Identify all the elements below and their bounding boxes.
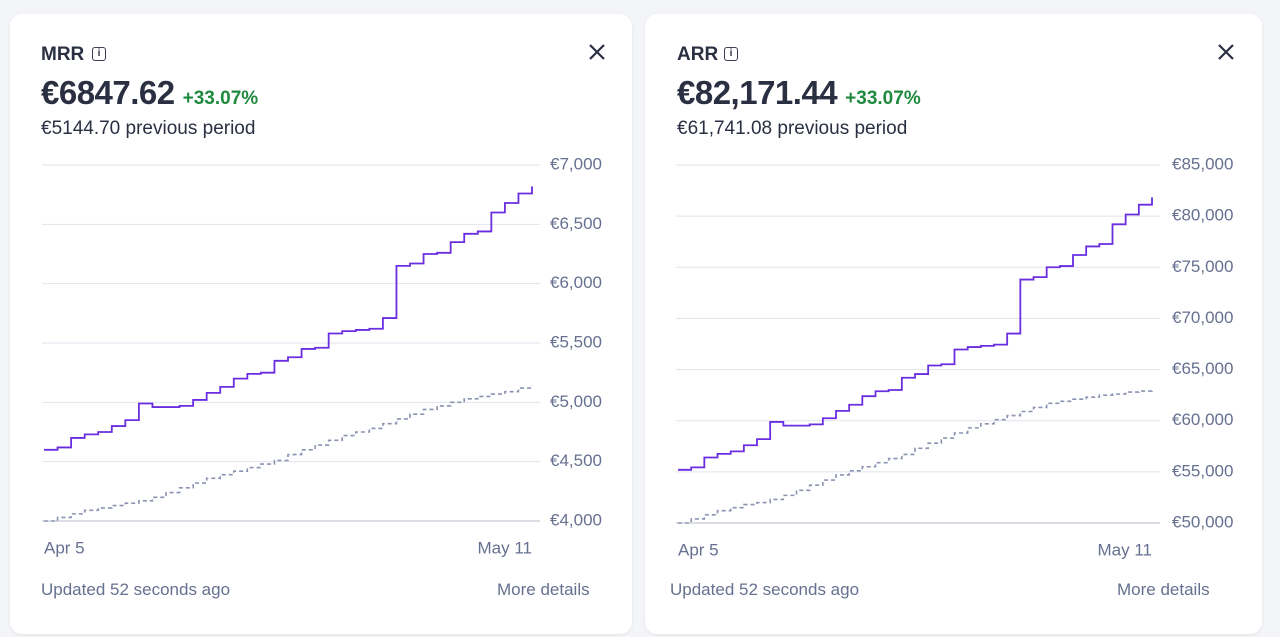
y-tick-label: €6,000 <box>550 273 602 292</box>
info-icon[interactable]: i <box>724 47 738 61</box>
previous-line <box>678 390 1153 524</box>
headline-value: €6847.62 +33.07% <box>41 74 258 112</box>
x-tick-label: Apr 5 <box>44 538 85 557</box>
chart: €4,000 €4,500 €5,000 €5,500 €6,000 €6,500 €7,0… <box>42 154 602 557</box>
previous-period: €61,741.08 previous period <box>677 118 908 139</box>
value: €82,171.44 <box>677 74 838 111</box>
y-tick-label: €75,000 <box>1172 257 1233 276</box>
x-tick-label: May 11 <box>478 538 533 557</box>
y-tick-label: €4,000 <box>550 510 602 529</box>
y-tick-label: €5,000 <box>550 392 602 411</box>
x-tick-label: Apr 5 <box>678 540 719 559</box>
y-tick-label: €5,500 <box>550 332 602 351</box>
current-line <box>44 186 533 451</box>
y-tick-label: €7,000 <box>550 154 602 173</box>
mrr-card: €4,000 €4,500 €5,000 €5,500 €6,000 €6,500 €7,0… <box>10 14 632 634</box>
more-details[interactable]: More details <box>497 580 590 599</box>
x-tick-label: May 11 <box>1098 540 1153 559</box>
info-icon[interactable]: i <box>92 47 106 61</box>
y-tick-label: €70,000 <box>1172 308 1233 327</box>
current-line <box>678 197 1153 471</box>
card-title: MRR <box>41 44 85 65</box>
y-tick-label: €4,500 <box>550 451 602 470</box>
y-tick-label: €55,000 <box>1172 461 1233 480</box>
change: +33.07% <box>845 88 921 109</box>
more-details[interactable]: More details <box>1117 580 1210 599</box>
y-tick-label: €50,000 <box>1172 512 1233 531</box>
arr-card: €50,000 €55,000 €60,000 €65,000 €70,000 €75,0… <box>645 14 1262 634</box>
y-tick-label: €60,000 <box>1172 410 1233 429</box>
y-tick-label: €85,000 <box>1172 154 1233 173</box>
updated: Updated 52 seconds ago <box>670 580 860 599</box>
previous-period: €5144.70 previous period <box>41 118 256 139</box>
y-tick-label: €65,000 <box>1172 359 1233 378</box>
chart: €50,000 €55,000 €60,000 €65,000 €70,000 €75,0… <box>676 154 1233 559</box>
close-button[interactable] <box>1215 41 1237 63</box>
headline-value: €82,171.44 +33.07% <box>677 74 921 112</box>
y-tick-label: €80,000 <box>1172 206 1233 225</box>
y-tick-label: €6,500 <box>550 214 602 233</box>
close-button[interactable] <box>586 41 608 63</box>
updated: Updated 52 seconds ago <box>41 580 231 599</box>
change: +33.07% <box>182 88 259 109</box>
card-title: ARR <box>677 44 719 65</box>
value: €6847.62 <box>41 74 175 111</box>
previous-line <box>44 385 533 522</box>
